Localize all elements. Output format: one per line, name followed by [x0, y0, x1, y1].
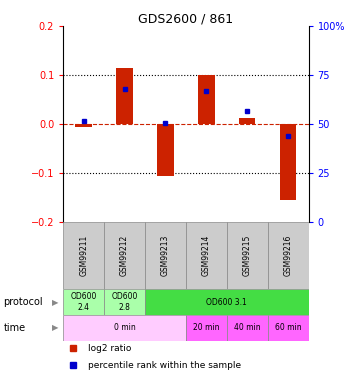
Text: GSM99212: GSM99212 — [120, 235, 129, 276]
Text: percentile rank within the sample: percentile rank within the sample — [88, 361, 241, 370]
Text: log2 ratio: log2 ratio — [88, 344, 131, 353]
Bar — [227, 222, 268, 289]
Bar — [186, 222, 227, 289]
Text: 40 min: 40 min — [234, 323, 261, 332]
Text: 0 min: 0 min — [114, 323, 135, 332]
Text: GSM99214: GSM99214 — [202, 235, 211, 276]
Bar — [198, 75, 214, 124]
Bar — [268, 222, 309, 289]
Text: GSM99216: GSM99216 — [284, 235, 293, 276]
Text: time: time — [4, 323, 26, 333]
Bar — [186, 315, 227, 340]
Text: ▶: ▶ — [52, 298, 59, 307]
Bar — [145, 222, 186, 289]
Text: GSM99211: GSM99211 — [79, 235, 88, 276]
Text: ▶: ▶ — [52, 323, 59, 332]
Text: OD600
2.4: OD600 2.4 — [70, 292, 97, 312]
Bar — [157, 124, 174, 176]
Bar — [116, 68, 133, 124]
Text: 60 min: 60 min — [275, 323, 301, 332]
Title: GDS2600 / 861: GDS2600 / 861 — [138, 12, 234, 25]
Bar — [104, 222, 145, 289]
Text: OD600
2.8: OD600 2.8 — [111, 292, 138, 312]
Text: 20 min: 20 min — [193, 323, 219, 332]
Text: OD600 3.1: OD600 3.1 — [206, 298, 247, 307]
Bar — [63, 222, 104, 289]
Bar — [239, 118, 256, 124]
Bar — [227, 315, 268, 340]
Bar — [280, 124, 296, 200]
Text: GSM99213: GSM99213 — [161, 235, 170, 276]
Bar — [75, 124, 92, 127]
Text: GSM99215: GSM99215 — [243, 235, 252, 276]
Bar — [63, 289, 104, 315]
Bar — [63, 315, 186, 340]
Text: protocol: protocol — [4, 297, 43, 307]
Bar — [104, 289, 145, 315]
Bar — [145, 289, 309, 315]
Bar — [268, 315, 309, 340]
